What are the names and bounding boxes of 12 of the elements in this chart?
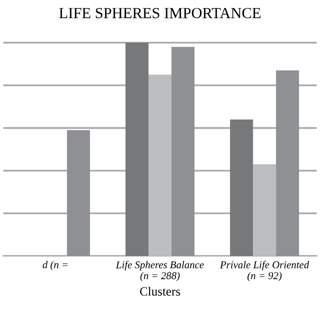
x-axis-title: Clusters [140, 286, 180, 296]
bar [126, 42, 148, 256]
bar [148, 74, 172, 256]
x-tick-label: d (n = [42, 260, 68, 270]
bar [230, 119, 254, 256]
bar [172, 46, 194, 256]
x-tick-label: Life Spheres Balance (n = 288) [116, 260, 204, 282]
x-tick-label: Privale Life Oriented (n = 92) [220, 260, 310, 282]
chart-title: LIFE SPHERES IMPORTANCE [59, 8, 260, 18]
bar [66, 130, 90, 256]
bar [253, 164, 276, 256]
bar [276, 70, 300, 256]
